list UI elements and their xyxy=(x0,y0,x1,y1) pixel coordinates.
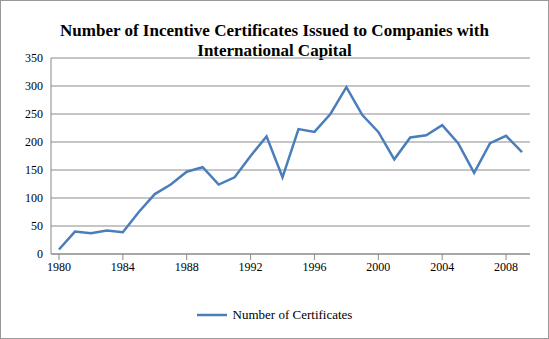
html-text:Number of Certificates: Number of Certificates xyxy=(232,307,353,322)
svg-text:2008: 2008 xyxy=(494,260,518,274)
svg-text:1992: 1992 xyxy=(239,260,263,274)
svg-text:200: 200 xyxy=(25,135,43,149)
svg-text:1980: 1980 xyxy=(47,260,71,274)
svg-text:100: 100 xyxy=(25,191,43,205)
svg-text:150: 150 xyxy=(25,163,43,177)
svg-text:2004: 2004 xyxy=(430,260,454,274)
svg-text:0: 0 xyxy=(37,247,43,261)
svg-text:50: 50 xyxy=(31,219,43,233)
svg-text:1988: 1988 xyxy=(175,260,199,274)
svg-text:300: 300 xyxy=(25,79,43,93)
svg-text:1996: 1996 xyxy=(302,260,326,274)
svg-text:2000: 2000 xyxy=(366,260,390,274)
svg-text:250: 250 xyxy=(25,107,43,121)
svg-text:1984: 1984 xyxy=(111,260,135,274)
svg-text:350: 350 xyxy=(25,51,43,65)
html-text:Number of Incentive Certificat: Number of Incentive Certificates Issued … xyxy=(60,21,489,60)
